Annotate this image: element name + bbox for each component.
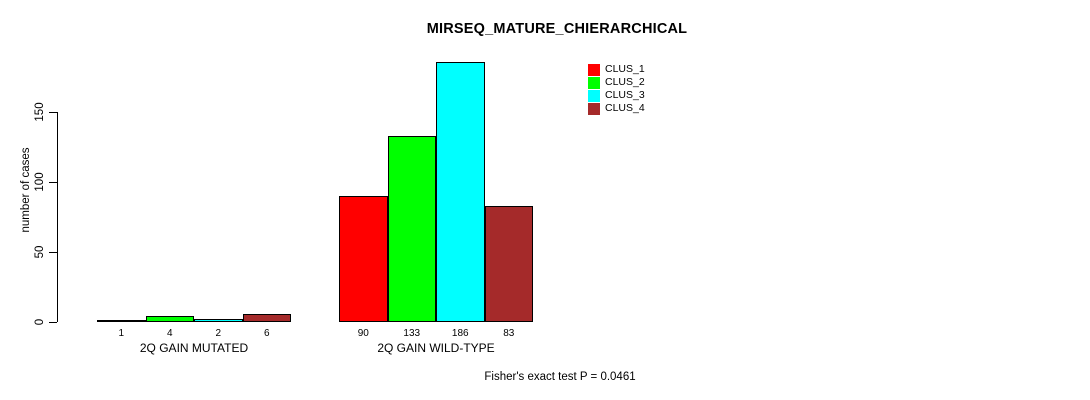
y-axis-line (57, 112, 58, 322)
category-label: 2Q GAIN WILD-TYPE (377, 341, 495, 355)
bar-value-label: 186 (451, 328, 469, 339)
y-tick (49, 252, 57, 253)
bar (484, 205, 533, 322)
legend-label: CLUS_4 (605, 102, 645, 114)
y-tick-label: 100 (34, 172, 46, 192)
legend-item: CLUS_1 (588, 63, 645, 76)
bar (145, 316, 194, 322)
y-tick (49, 112, 57, 113)
y-tick-label: 50 (34, 245, 46, 259)
bar (194, 319, 243, 322)
legend-label: CLUS_1 (605, 63, 645, 75)
legend-label: CLUS_3 (605, 89, 645, 101)
bar (436, 61, 485, 322)
y-tick (49, 182, 57, 183)
legend-item: CLUS_4 (588, 102, 645, 115)
fisher-test-note: Fisher's exact test P = 0.0461 (484, 371, 636, 383)
legend-swatch (588, 76, 600, 89)
legend-item: CLUS_3 (588, 89, 645, 102)
legend-label: CLUS_2 (605, 76, 645, 88)
y-tick-label: 0 (34, 318, 46, 326)
bar-value-label: 1 (118, 328, 125, 339)
bar-value-label: 83 (503, 328, 515, 339)
legend-swatch (588, 89, 600, 102)
legend: CLUS_1 CLUS_2 CLUS_3 CLUS_4 (588, 63, 645, 115)
y-tick (49, 322, 57, 323)
legend-swatch (588, 102, 600, 115)
bar-value-label: 4 (166, 328, 173, 339)
bar (339, 196, 388, 322)
bar-value-label: 2 (215, 328, 222, 339)
bar (387, 135, 436, 322)
bar-value-label: 90 (357, 328, 369, 339)
legend-item: CLUS_2 (588, 76, 645, 89)
bar-value-label: 6 (263, 328, 270, 339)
bar-value-label: 133 (403, 328, 421, 339)
legend-swatch (588, 63, 600, 76)
y-axis-label: number of cases (20, 147, 32, 233)
category-label: 2Q GAIN MUTATED (139, 341, 249, 355)
bar (242, 313, 291, 322)
y-tick-label: 150 (34, 102, 46, 122)
chart-title: MIRSEQ_MATURE_CHIERARCHICAL (426, 21, 688, 37)
bar (97, 320, 146, 322)
